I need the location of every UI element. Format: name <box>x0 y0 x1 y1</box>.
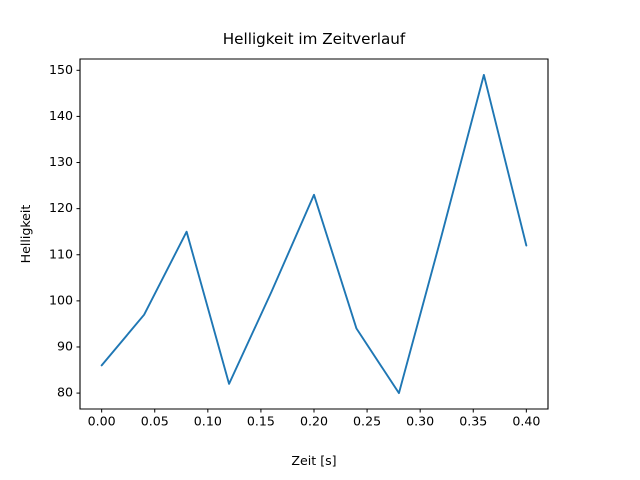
x-tick-label: 0.10 <box>194 414 222 429</box>
axes-spines <box>79 58 549 410</box>
chart-title: Helligkeit im Zeitverlauf <box>223 30 406 48</box>
y-tick-label: 140 <box>49 108 73 123</box>
y-tick-labels: 80 90 100 110 120 130 140 150 <box>49 62 73 400</box>
y-tick-label: 80 <box>57 385 73 400</box>
x-axis-label: Zeit [s] <box>291 453 336 468</box>
x-tick-label: 0.00 <box>88 414 116 429</box>
y-tick-label: 130 <box>49 154 73 169</box>
y-tick-label: 110 <box>49 246 73 261</box>
y-tick-marks <box>76 69 80 394</box>
y-tick-label: 100 <box>49 292 73 307</box>
y-tick-label: 90 <box>57 338 73 353</box>
x-tick-labels: 0.00 0.05 0.10 0.15 0.20 0.25 0.30 0.35 0.40 <box>88 414 541 429</box>
x-tick-label: 0.20 <box>300 414 328 429</box>
plot-area-background <box>80 59 548 409</box>
y-tick-label: 120 <box>49 200 73 215</box>
data-series-line <box>100 73 528 395</box>
x-tick-label: 0.35 <box>459 414 487 429</box>
x-tick-label: 0.40 <box>512 414 540 429</box>
y-tick-label: 150 <box>49 62 73 77</box>
y-axis-label: Helligkeit <box>18 205 33 264</box>
x-tick-label: 0.25 <box>353 414 381 429</box>
x-tick-label: 0.15 <box>247 414 275 429</box>
x-tick-marks <box>101 409 527 413</box>
x-tick-label: 0.30 <box>406 414 434 429</box>
x-tick-label: 0.05 <box>141 414 169 429</box>
